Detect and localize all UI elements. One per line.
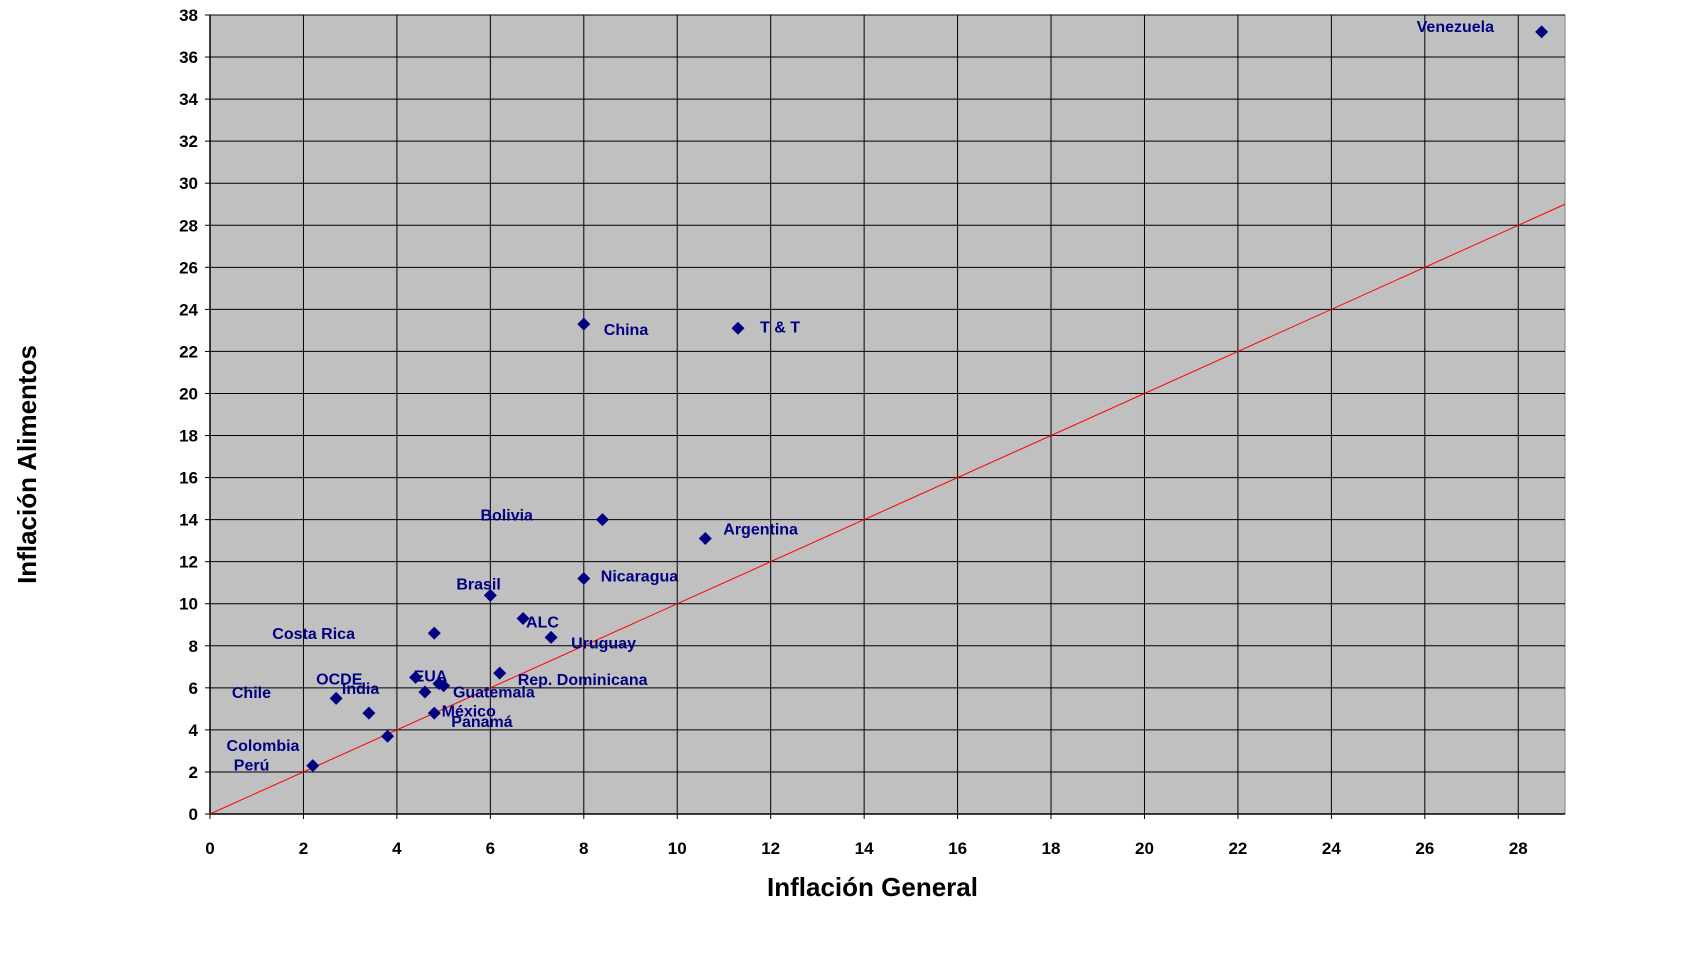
x-tick-label-3: 6 — [486, 839, 495, 858]
point-label-17: Colombia — [227, 738, 300, 755]
point-16 — [427, 706, 441, 720]
y-tick-label-14: 28 — [179, 216, 198, 235]
point-17 — [381, 729, 395, 743]
point-label-16: Panamá — [451, 714, 512, 731]
point-label-15: Chile — [232, 685, 271, 702]
point-3 — [595, 513, 609, 527]
y-tick-label-3: 6 — [189, 679, 198, 698]
y-tick-label-11: 22 — [179, 342, 198, 361]
point-label-13: Guatemala — [453, 685, 535, 702]
point-14 — [418, 685, 432, 699]
point-15 — [362, 706, 376, 720]
plot-background — [209, 14, 1566, 815]
x-tick-label-9: 18 — [1042, 839, 1061, 858]
point-6 — [483, 588, 497, 602]
y-tick-label-16: 32 — [179, 132, 198, 151]
y-tick-label-13: 26 — [179, 258, 198, 277]
point-label-9: Uruguay — [571, 635, 636, 652]
y-axis-title: Inflación Alimentos — [12, 345, 42, 584]
x-tick-label-2: 4 — [392, 839, 402, 858]
y-tick-label-4: 8 — [189, 637, 198, 656]
y-tick-label-6: 12 — [179, 553, 198, 572]
point-5 — [577, 572, 591, 586]
point-11 — [409, 670, 423, 684]
point-labels: Venezuela China T & T Bolivia Argentina Nicar… — [227, 19, 1495, 775]
point-1 — [577, 317, 591, 331]
y-tick-label-9: 18 — [179, 427, 198, 446]
point-label-4: Argentina — [723, 522, 798, 539]
x-tick-label-0: 0 — [205, 839, 214, 858]
y-tick-label-5: 10 — [179, 595, 198, 614]
x-tick-label-1: 2 — [299, 839, 308, 858]
x-tick-label-12: 24 — [1322, 839, 1341, 858]
point-10 — [493, 666, 507, 680]
y-tick-label-8: 16 — [179, 469, 198, 488]
y-tick-label-18: 36 — [179, 48, 198, 67]
point-label-2: T & T — [760, 319, 800, 336]
y-tick-label-10: 20 — [179, 384, 198, 403]
point-label-18: México — [442, 704, 496, 721]
y-tick-label-1: 2 — [189, 763, 198, 782]
point-label-19: Perú — [234, 758, 270, 775]
x-tick-label-5: 10 — [668, 839, 687, 858]
x-tick-label-10: 20 — [1135, 839, 1154, 858]
point-label-8: Costa Rica — [272, 626, 355, 643]
data-points — [306, 25, 1549, 773]
point-label-7: ALC — [526, 614, 559, 631]
y-tick-label-7: 14 — [179, 511, 198, 530]
point-label-6: Brasil — [456, 576, 500, 593]
grid-lines — [209, 14, 1565, 815]
y-tick-label-12: 24 — [179, 300, 198, 319]
point-label-1: China — [604, 322, 649, 339]
point-4 — [698, 532, 712, 546]
x-axis-ticks: 0 2 4 6 8 10 12 14 16 18 20 22 24 26 28 — [205, 814, 1528, 858]
y-tick-label-15: 30 — [179, 174, 198, 193]
x-tick-label-4: 8 — [579, 839, 588, 858]
x-tick-label-11: 22 — [1228, 839, 1247, 858]
x-tick-label-14: 28 — [1509, 839, 1528, 858]
point-7 — [516, 611, 530, 625]
x-tick-label-8: 16 — [948, 839, 967, 858]
point-2 — [731, 321, 745, 335]
x-axis-title: Inflación General — [767, 872, 978, 902]
point-0 — [1535, 25, 1549, 39]
x-tick-label-6: 12 — [761, 839, 780, 858]
point-label-0: Venezuela — [1417, 19, 1494, 36]
y-tick-label-19: 38 — [179, 6, 198, 25]
point-label-10: Rep. Dominicana — [518, 672, 648, 689]
point-label-3: Bolivia — [480, 508, 533, 525]
x-tick-label-13: 26 — [1415, 839, 1434, 858]
y-tick-label-2: 4 — [189, 721, 199, 740]
point-label-12: OCDE — [316, 671, 363, 688]
point-12 — [329, 691, 343, 705]
point-label-5: Nicaragua — [601, 569, 678, 586]
point-8 — [427, 626, 441, 640]
point-19 — [306, 759, 320, 773]
y-tick-label-17: 34 — [179, 90, 198, 109]
x-tick-label-7: 14 — [855, 839, 874, 858]
point-label-14: India — [342, 681, 379, 698]
y-tick-label-0: 0 — [189, 805, 198, 824]
point-18 — [437, 679, 451, 693]
point-9 — [544, 630, 558, 644]
